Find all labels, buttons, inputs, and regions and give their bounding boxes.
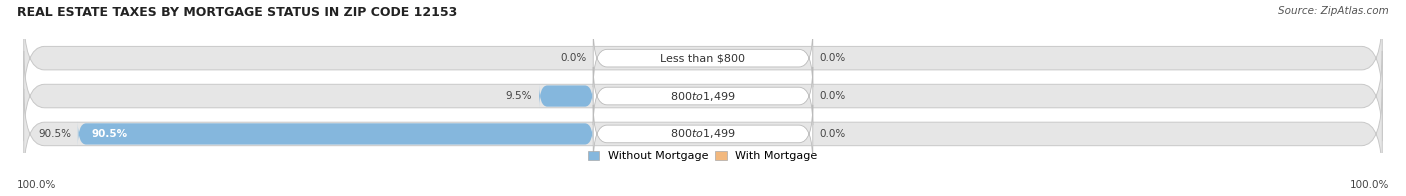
- Text: Source: ZipAtlas.com: Source: ZipAtlas.com: [1278, 6, 1389, 16]
- Text: 0.0%: 0.0%: [560, 53, 586, 63]
- Text: $800 to $1,499: $800 to $1,499: [671, 127, 735, 140]
- Text: 90.5%: 90.5%: [38, 129, 70, 139]
- Text: Less than $800: Less than $800: [661, 53, 745, 63]
- Text: 0.0%: 0.0%: [820, 53, 846, 63]
- FancyBboxPatch shape: [24, 51, 1382, 141]
- FancyBboxPatch shape: [593, 67, 813, 125]
- Text: $800 to $1,499: $800 to $1,499: [671, 90, 735, 103]
- Text: 100.0%: 100.0%: [17, 180, 56, 190]
- Text: 0.0%: 0.0%: [820, 129, 846, 139]
- Text: 90.5%: 90.5%: [91, 129, 128, 139]
- Text: REAL ESTATE TAXES BY MORTGAGE STATUS IN ZIP CODE 12153: REAL ESTATE TAXES BY MORTGAGE STATUS IN …: [17, 6, 457, 19]
- FancyBboxPatch shape: [24, 13, 1382, 103]
- Legend: Without Mortgage, With Mortgage: Without Mortgage, With Mortgage: [588, 151, 818, 161]
- Text: 100.0%: 100.0%: [1350, 180, 1389, 190]
- Text: 0.0%: 0.0%: [820, 91, 846, 101]
- FancyBboxPatch shape: [538, 84, 593, 108]
- FancyBboxPatch shape: [77, 122, 593, 146]
- FancyBboxPatch shape: [24, 89, 1382, 179]
- FancyBboxPatch shape: [593, 29, 813, 87]
- Text: 9.5%: 9.5%: [506, 91, 533, 101]
- FancyBboxPatch shape: [593, 105, 813, 163]
